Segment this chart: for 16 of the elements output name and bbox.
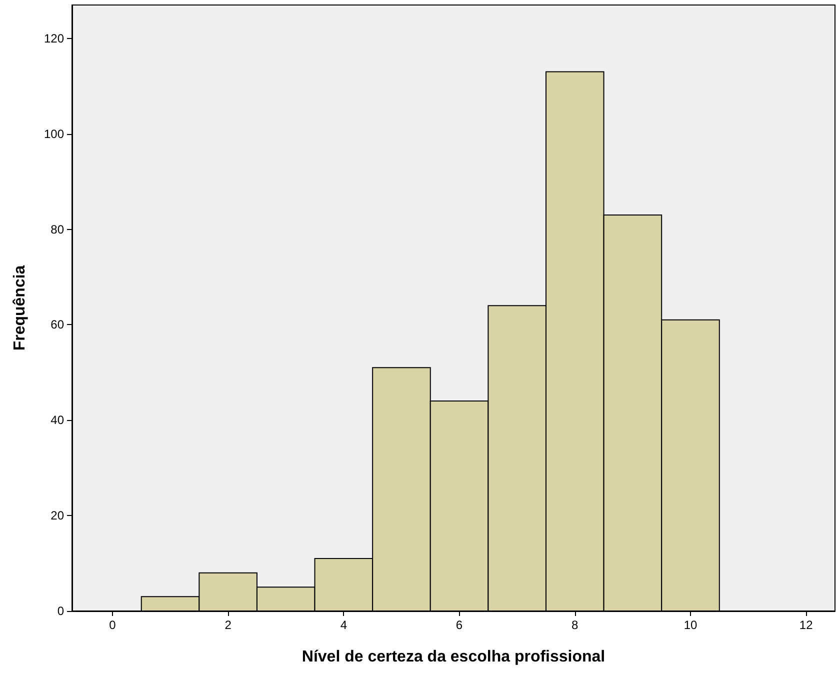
x-axis-title: Nível de certeza da escolha profissional: [302, 648, 606, 666]
x-tick-label: 4: [340, 618, 348, 632]
y-tick-label: 80: [50, 222, 64, 236]
y-tick-label: 0: [57, 604, 64, 618]
y-tick-label: 60: [50, 318, 64, 332]
y-tick-label: 100: [44, 126, 64, 141]
x-tick-label: 10: [684, 618, 698, 632]
x-tick-label: 2: [224, 618, 232, 632]
x-tick-label: 12: [799, 618, 814, 632]
x-tick-label: 8: [572, 618, 579, 632]
y-tick-label: 20: [50, 508, 64, 523]
y-axis-title: Frequência: [12, 265, 28, 351]
y-tick-label: 120: [44, 31, 64, 46]
x-tick-label: 0: [109, 618, 116, 632]
x-tick-label: 6: [456, 618, 463, 632]
y-tick-label: 40: [50, 413, 64, 428]
